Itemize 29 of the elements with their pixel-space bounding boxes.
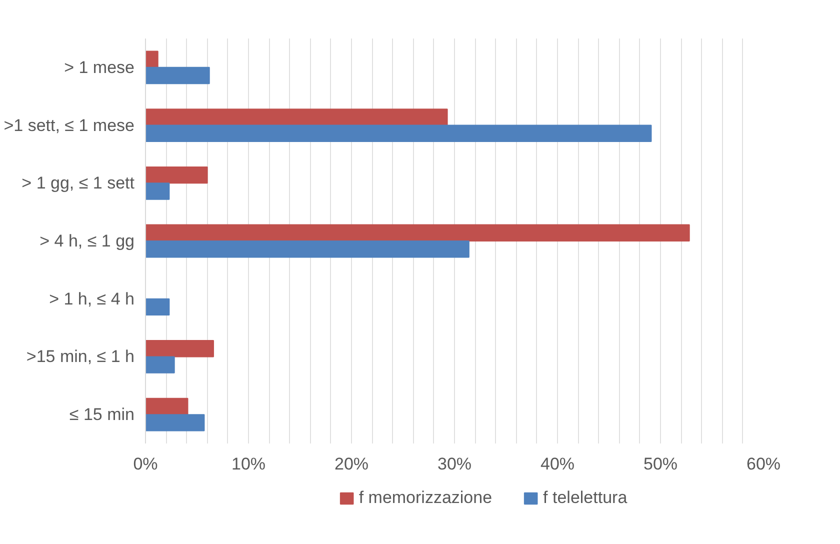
x-tick-label: 30% xyxy=(437,454,472,474)
bar xyxy=(146,224,690,242)
y-tick-label: > 1 gg, ≤ 1 sett xyxy=(22,174,135,193)
y-tick-label: >15 min, ≤ 1 h xyxy=(26,347,135,366)
bar xyxy=(146,66,210,84)
bar xyxy=(146,298,170,316)
legend-label: f memorizzazione xyxy=(358,488,492,508)
bar xyxy=(146,50,158,68)
y-tick-label: > 1 mese xyxy=(64,58,135,77)
bar xyxy=(146,182,170,200)
bar xyxy=(146,356,175,374)
x-tick-label: 40% xyxy=(540,454,575,474)
bar xyxy=(146,414,205,432)
bar xyxy=(146,124,652,142)
x-tick-label: 50% xyxy=(643,454,678,474)
bar xyxy=(146,340,214,358)
y-tick-label: > 4 h, ≤ 1 gg xyxy=(40,232,135,250)
bar xyxy=(146,398,188,416)
x-tick-label: 20% xyxy=(334,454,369,474)
x-tick-label: 10% xyxy=(231,454,266,474)
bar xyxy=(146,166,208,184)
legend-label: f telelettura xyxy=(543,488,628,508)
y-tick-label: > 1 h, ≤ 4 h xyxy=(49,289,135,308)
y-tick-label: ≤ 15 min xyxy=(69,405,134,424)
bar xyxy=(146,108,448,126)
x-tick-label: 0% xyxy=(133,454,158,474)
x-tick-label: 60% xyxy=(746,454,781,474)
bar xyxy=(146,240,470,258)
y-tick-label: >1 sett, ≤ 1 mese xyxy=(4,116,135,135)
